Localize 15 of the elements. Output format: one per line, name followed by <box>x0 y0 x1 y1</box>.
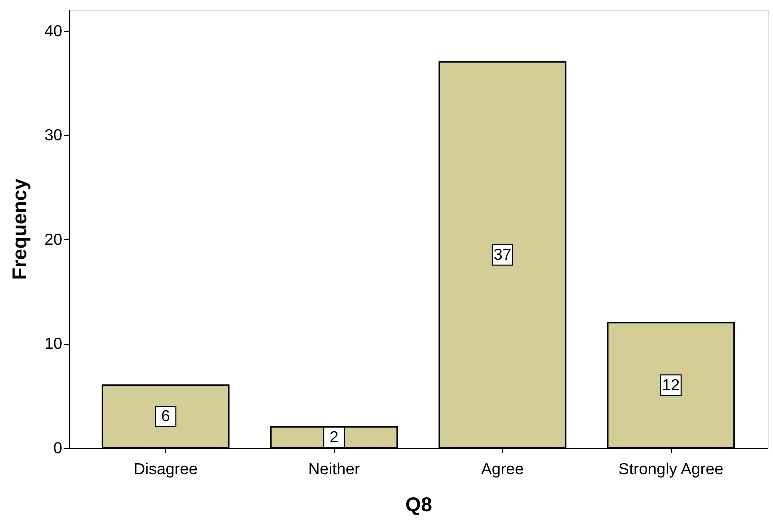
data-label: 6 <box>161 408 170 426</box>
y-tick-label: 30 <box>44 128 63 145</box>
y-tick-label: 40 <box>44 23 63 40</box>
x-tick-label: Strongly Agree <box>618 462 724 478</box>
y-tick-label: 20 <box>44 232 63 249</box>
x-tick-label: Agree <box>481 462 524 478</box>
x-tick-label: Neither <box>308 462 361 478</box>
data-label: 2 <box>330 430 339 447</box>
y-tick-label: 0 <box>54 440 63 458</box>
y-tick-label: 10 <box>44 336 63 354</box>
data-label: 37 <box>494 247 512 264</box>
data-label: 12 <box>662 377 680 394</box>
x-axis-title: Q8 <box>406 494 432 516</box>
x-tick-label: Disagree <box>134 462 198 478</box>
y-axis-title: Frequency <box>10 178 32 280</box>
